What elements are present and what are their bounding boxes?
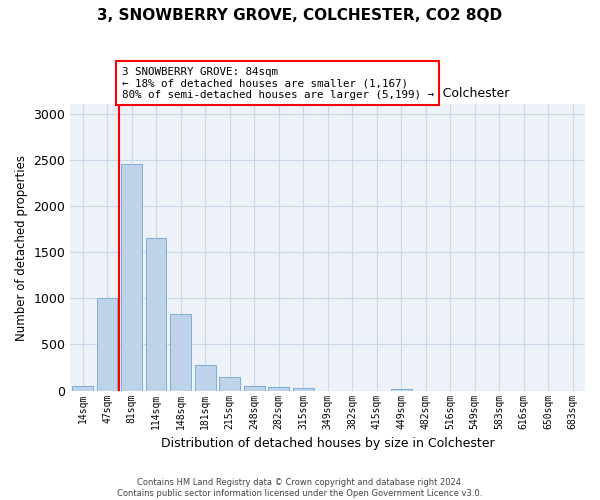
Bar — [219, 378, 240, 390]
Text: Contains HM Land Registry data © Crown copyright and database right 2024.
Contai: Contains HM Land Registry data © Crown c… — [118, 478, 482, 498]
Text: 3 SNOWBERRY GROVE: 84sqm
← 18% of detached houses are smaller (1,167)
80% of sem: 3 SNOWBERRY GROVE: 84sqm ← 18% of detach… — [122, 66, 434, 100]
Bar — [121, 164, 142, 390]
Bar — [244, 386, 265, 390]
Bar — [170, 314, 191, 390]
Bar — [146, 238, 166, 390]
Bar — [268, 387, 289, 390]
Bar — [293, 388, 314, 390]
Bar — [194, 365, 215, 390]
Y-axis label: Number of detached properties: Number of detached properties — [15, 154, 28, 340]
Bar — [391, 389, 412, 390]
Title: Size of property relative to detached houses in Colchester: Size of property relative to detached ho… — [145, 88, 510, 101]
Bar — [72, 386, 93, 390]
Bar — [97, 298, 118, 390]
Text: 3, SNOWBERRY GROVE, COLCHESTER, CO2 8QD: 3, SNOWBERRY GROVE, COLCHESTER, CO2 8QD — [97, 8, 503, 22]
X-axis label: Distribution of detached houses by size in Colchester: Distribution of detached houses by size … — [161, 437, 494, 450]
